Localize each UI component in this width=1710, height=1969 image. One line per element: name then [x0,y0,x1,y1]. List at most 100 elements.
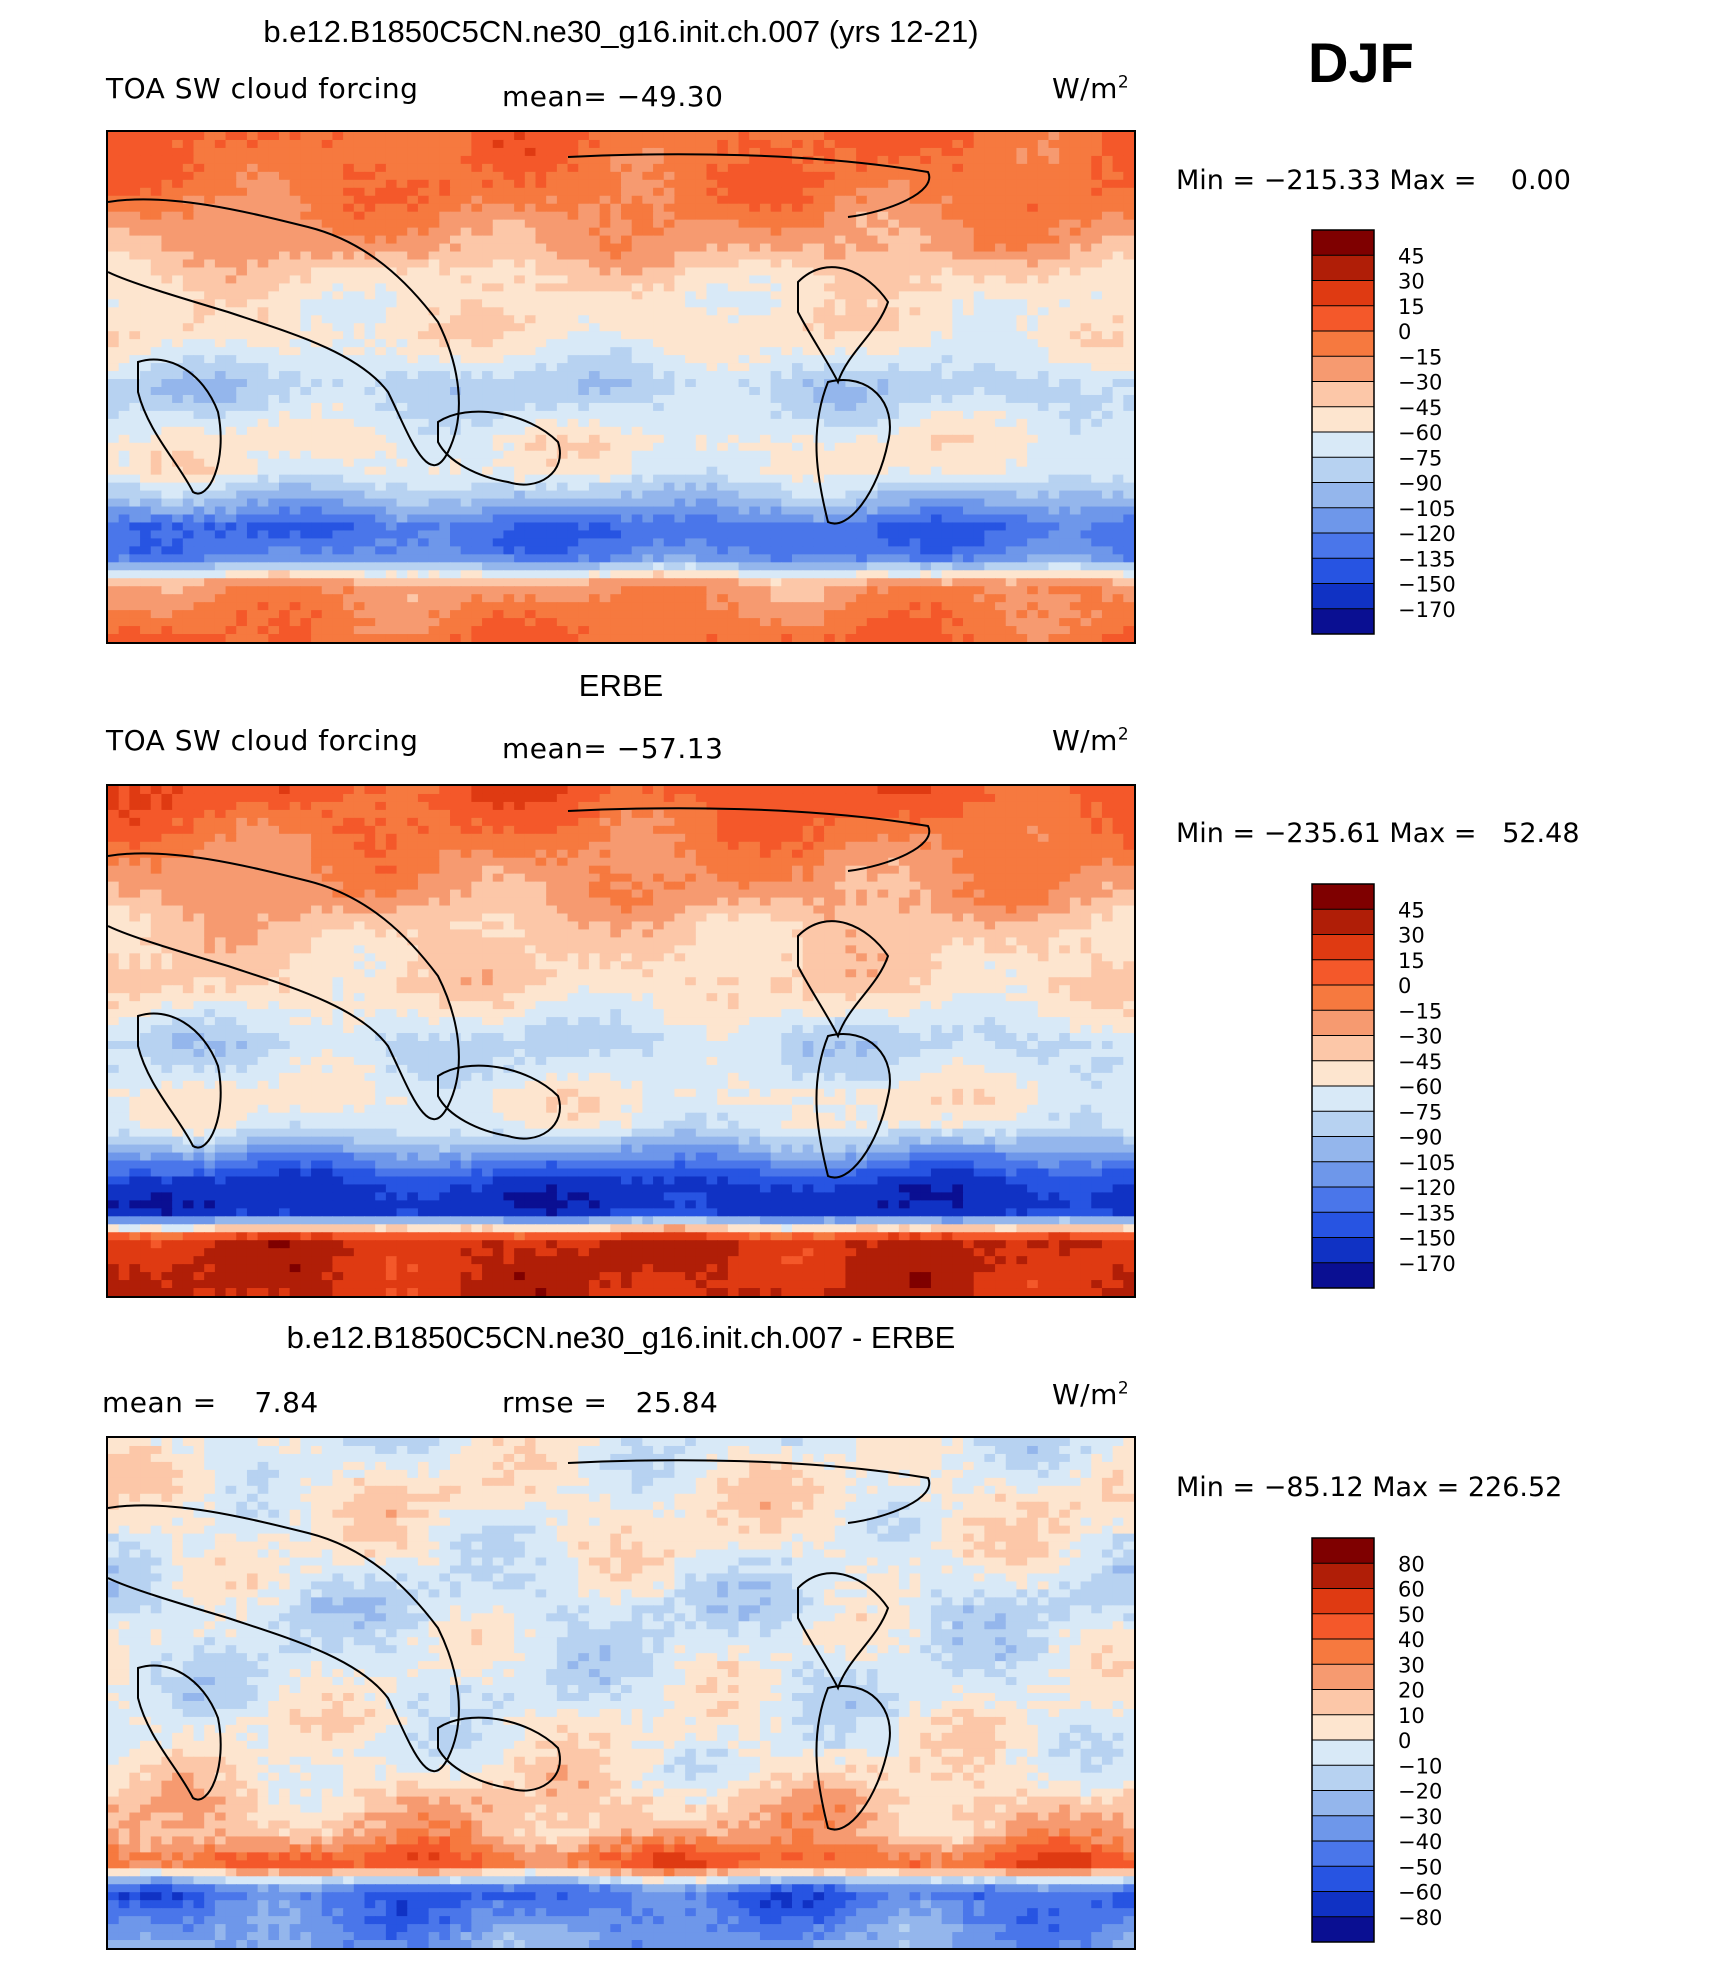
field-cell [1027,243,1039,253]
field-cell [428,458,440,468]
field-cell [204,514,216,524]
field-cell [1048,323,1060,332]
field-cell [321,450,334,460]
field-cell [706,379,718,388]
field-cell [556,394,569,404]
field-cell [706,426,718,436]
field-cell [845,139,857,149]
field-cell [407,203,419,213]
field-cell [396,179,408,189]
field-cell [1091,187,1103,197]
field-cell [1101,522,1114,532]
field-cell [471,482,483,492]
field-cell [460,387,472,396]
field-cell [1027,235,1039,245]
field-cell [514,187,526,197]
field-cell [952,498,964,508]
field-cell [482,163,494,173]
field-cell [984,402,996,412]
field-cell [460,291,472,300]
field-cell [621,458,633,468]
field-cell [685,139,697,149]
field-cell [332,538,344,547]
field-cell [674,283,686,292]
field-cell [984,147,996,157]
field-cell [845,466,857,476]
field-cell [150,482,163,492]
field-cell [984,195,996,205]
field-cell [930,387,943,396]
field-cell [824,267,836,277]
field-cell [118,530,130,540]
field-cell [1112,243,1124,253]
field-cell [161,331,173,340]
field-cell [118,163,130,173]
field-cell [343,474,355,484]
field-cell [332,227,344,237]
field-cell [984,291,996,300]
field-cell [375,498,387,508]
field-cell [952,211,964,221]
field-cell [279,339,291,348]
field-cell [1048,331,1060,340]
field-cell [920,211,932,221]
field-cell [460,235,472,245]
field-cell [759,363,772,372]
field-cell [407,291,419,300]
field-cell [813,426,825,436]
field-cell [995,323,1007,332]
field-cell [332,514,344,524]
field-cell [685,498,697,508]
field-cell [610,434,622,444]
field-cell [214,267,227,277]
field-cell [567,219,579,229]
field-cell [631,203,643,213]
field-cell [1080,498,1092,508]
field-cell [1101,307,1114,316]
field-cell [898,147,911,157]
field-cell [246,179,259,189]
field-cell [984,506,996,516]
field-cell [567,187,579,197]
field-cell [706,538,718,547]
field-cell [364,538,376,547]
field-cell [567,235,579,245]
field-cell [1112,163,1124,173]
field-cell [973,267,985,277]
field-cell [556,299,569,308]
field-cell [1101,283,1114,292]
field-cell [727,291,740,300]
field-cell [898,211,911,221]
field-cell [1048,482,1060,492]
field-cell [621,394,633,404]
field-cell [663,211,676,221]
field-cell [1091,179,1103,189]
field-cell [642,179,654,189]
field-cell [257,259,269,269]
field-cell [343,363,355,372]
field-cell [802,466,814,476]
field-cell [460,522,472,532]
field-cell [129,243,141,253]
field-cell [439,347,451,356]
field-cell [642,323,654,332]
field-cell [941,235,953,245]
field-cell [995,530,1007,540]
field-cell [770,474,782,484]
field-cell [172,291,184,300]
field-cell [353,482,366,492]
field-cell [866,363,879,372]
field-cell [856,187,868,197]
field-cell [653,434,665,444]
field-cell [417,418,430,428]
field-cell [685,474,697,484]
field-cell [150,163,163,173]
field-cell [1091,363,1103,372]
field-cell [471,458,483,468]
field-cell [460,132,472,141]
field-cell [492,498,505,508]
field-cell [877,323,889,332]
field-cell [588,195,601,205]
field-cell [503,434,515,444]
field-cell [717,163,729,173]
